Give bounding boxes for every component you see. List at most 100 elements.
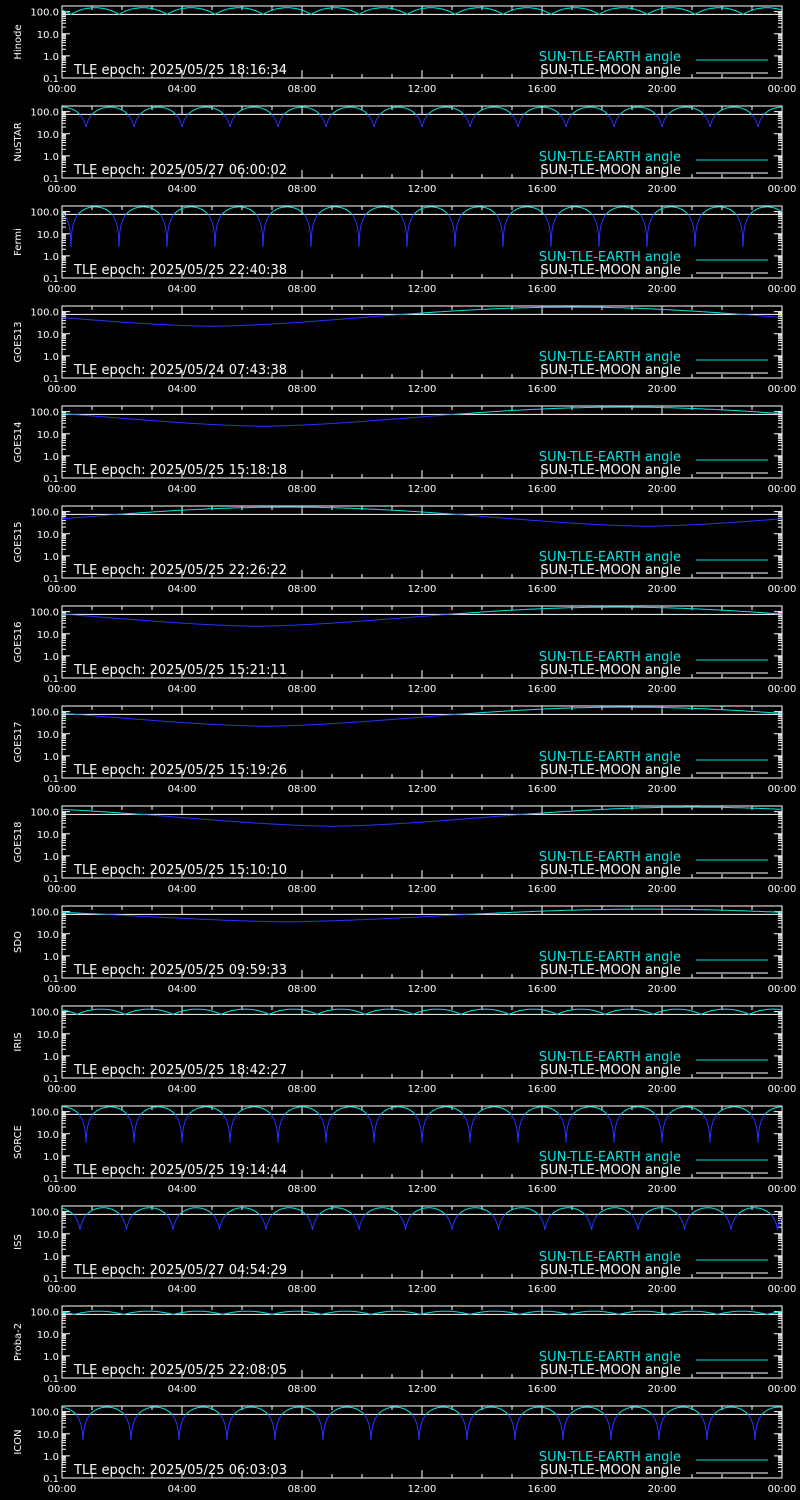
y-tick-label: 1.0 [43, 1452, 59, 1463]
legend-moon-label: SUN-TLE-MOON angle [540, 1063, 681, 1078]
y-tick-label: 10.0 [37, 930, 59, 941]
x-tick-label: 00:00 [48, 384, 77, 395]
y-tick-label: 0.1 [43, 474, 59, 485]
chart-svg: 100.010.01.00.100:00 04:00 08:00 12:00 16:00… [13, 905, 797, 995]
x-tick-label: 12:00 [408, 784, 437, 795]
x-tick-label: 16:00 [528, 1084, 557, 1095]
legend-earth-label: SUN-TLE-EARTH angle [539, 550, 681, 565]
x-tick-label: 08:00 [288, 1384, 317, 1395]
satellite-name: GOES13 [13, 321, 24, 362]
y-tick-label: 10.0 [37, 1030, 59, 1041]
panel-goes15: 100.0 10.0 1.0 0.1 00:00 04:00 08:00 12:00 16:00… [0, 500, 800, 600]
legend-earth-label: SUN-TLE-EARTH angle [539, 450, 681, 465]
x-tick-label: 16:00 [528, 1184, 557, 1195]
tle-epoch: TLE epoch: 2025/05/25 22:40:38 [73, 263, 287, 278]
satellite-name: Fermi [13, 228, 24, 256]
series-sun-tle-earth [62, 206, 782, 215]
y-tick-label: 1.0 [43, 552, 59, 563]
series-sun-tle-earth-low [62, 314, 782, 327]
legend-moon-label: SUN-TLE-MOON angle [540, 863, 681, 878]
panel-icon: 100.0 10.0 1.0 0.1 00:00 04:00 08:00 12:00 16:00… [0, 1400, 800, 1500]
x-tick-label: 12:00 [408, 884, 437, 895]
y-tick-label: 0.1 [43, 674, 59, 685]
tle-epoch: TLE epoch: 2025/05/25 15:10:10 [73, 863, 287, 878]
y-tick-label: 10.0 [37, 630, 59, 641]
satellite-name: GOES16 [13, 621, 24, 662]
x-tick-label: 08:00 [288, 684, 317, 695]
x-tick-label: 04:00 [168, 1384, 197, 1395]
x-tick-label: 04:00 [168, 1084, 197, 1095]
legend-earth-label: SUN-TLE-EARTH angle [539, 950, 681, 965]
chart-svg: 100.010.01.00.100:00 04:00 08:00 12:00 16:00… [13, 5, 797, 95]
x-tick-label: 04:00 [168, 984, 197, 995]
x-tick-label: 08:00 [288, 784, 317, 795]
y-tick-label: 0.1 [43, 1374, 59, 1385]
series-sun-tle-earth [62, 1310, 782, 1315]
x-tick-label: 12:00 [408, 1384, 437, 1395]
tle-epoch: TLE epoch: 2025/05/25 22:26:22 [73, 563, 287, 578]
tle-epoch: TLE epoch: 2025/05/25 15:18:18 [73, 463, 287, 478]
legend-earth-label: SUN-TLE-EARTH angle [539, 150, 681, 165]
y-tick-label: 10.0 [37, 1330, 59, 1341]
x-tick-label: 20:00 [648, 684, 677, 695]
satellite-name: ISS [13, 1234, 24, 1250]
y-tick-label: 10.0 [37, 1130, 59, 1141]
legend-moon-label: SUN-TLE-MOON angle [540, 63, 681, 78]
series-sun-tle-earth-low [78, 1114, 766, 1143]
x-tick-label: 12:00 [408, 384, 437, 395]
y-tick-label: 100.0 [30, 308, 59, 319]
x-tick-label: 20:00 [648, 1084, 677, 1095]
x-tick-label: 08:00 [288, 1484, 317, 1495]
x-tick-label: 20:00 [648, 1284, 677, 1295]
chart-svg: 100.010.01.00.100:00 04:00 08:00 12:00 16:00… [13, 505, 797, 595]
y-tick-label: 100.0 [30, 708, 59, 719]
panel-goes16: 100.0 10.0 1.0 0.1 00:00 04:00 08:00 12:00 16:00… [0, 600, 800, 700]
chart-svg: 100.010.01.00.100:00 04:00 08:00 12:00 16:00… [13, 105, 797, 195]
x-tick-label: 08:00 [288, 84, 317, 95]
y-tick-label: 0.1 [43, 374, 59, 385]
y-tick-label: 0.1 [43, 1274, 59, 1285]
x-tick-label: 20:00 [648, 484, 677, 495]
x-tick-label: 00:00 [768, 984, 797, 995]
x-tick-label: 00:00 [48, 684, 77, 695]
legend-earth-label: SUN-TLE-EARTH angle [539, 650, 681, 665]
series-sun-tle-earth [395, 306, 749, 315]
x-tick-label: 16:00 [528, 684, 557, 695]
x-tick-label: 08:00 [288, 484, 317, 495]
legend-moon-label: SUN-TLE-MOON angle [540, 1463, 681, 1478]
y-tick-label: 0.1 [43, 974, 59, 985]
chart-svg: 100.010.01.00.100:00 04:00 08:00 12:00 16:00… [13, 1305, 796, 1395]
legend-earth-label: SUN-TLE-EARTH angle [539, 1050, 681, 1065]
legend-moon-label: SUN-TLE-MOON angle [540, 563, 681, 578]
x-tick-label: 00:00 [768, 184, 797, 195]
x-tick-label: 12:00 [408, 1084, 437, 1095]
x-tick-label: 04:00 [168, 284, 197, 295]
y-tick-label: 100.0 [30, 108, 59, 119]
x-tick-label: 20:00 [648, 984, 677, 995]
x-tick-label: 00:00 [768, 584, 797, 595]
y-tick-label: 100.0 [30, 608, 59, 619]
legend-earth-label: SUN-TLE-EARTH angle [539, 50, 681, 65]
panel-sdo: 100.0 10.0 1.0 0.1 00:00 04:00 08:00 12:00 16:00… [0, 900, 800, 1000]
x-tick-label: 00:00 [768, 684, 797, 695]
y-tick-label: 10.0 [37, 430, 59, 441]
y-tick-label: 100.0 [30, 208, 59, 219]
chart-svg: 100.010.01.00.100:00 04:00 08:00 12:00 16:00… [13, 1205, 796, 1295]
x-tick-label: 12:00 [408, 484, 437, 495]
x-tick-label: 12:00 [408, 984, 437, 995]
legend-moon-label: SUN-TLE-MOON angle [540, 1363, 681, 1378]
chart-svg: 100.010.01.00.100:00 04:00 08:00 12:00 16:00… [13, 305, 796, 395]
series-sun-tle-earth [110, 506, 464, 515]
y-tick-label: 10.0 [37, 830, 59, 841]
y-tick-label: 100.0 [30, 408, 59, 419]
y-tick-label: 100.0 [30, 908, 59, 919]
y-tick-label: 10.0 [37, 130, 59, 141]
x-tick-label: 00:00 [48, 1184, 77, 1195]
x-tick-label: 00:00 [768, 84, 797, 95]
panel-fermi: 100.0 10.0 1.0 0.1 00:00 04:00 08:00 12:00 16:00… [0, 200, 800, 300]
legend-moon-label: SUN-TLE-MOON angle [540, 1263, 681, 1278]
x-tick-label: 16:00 [528, 1384, 557, 1395]
chart-svg: 100.010.01.00.100:00 04:00 08:00 12:00 16:00… [13, 705, 796, 795]
legend-moon-label: SUN-TLE-MOON angle [540, 163, 681, 178]
